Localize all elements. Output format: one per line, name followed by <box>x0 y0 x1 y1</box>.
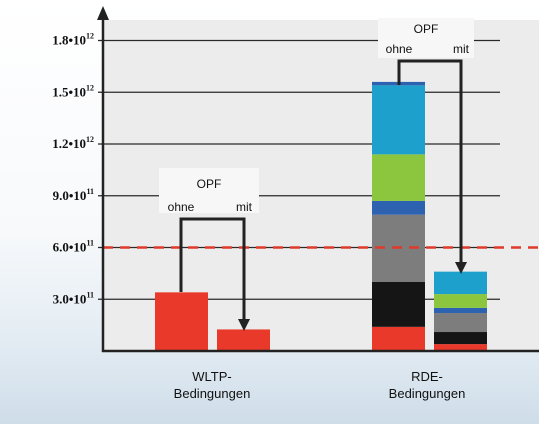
bar-segment <box>372 200 425 215</box>
bar-segment <box>434 332 487 345</box>
bar-segment <box>372 326 425 351</box>
opf-label: OPF <box>414 22 439 36</box>
bar-segment <box>434 344 487 351</box>
bar-segment <box>217 329 270 351</box>
group-label: RDE- <box>411 369 443 384</box>
opf-arrow <box>179 217 250 331</box>
opf-label: OPF <box>197 177 222 191</box>
mit-label: mit <box>236 200 253 214</box>
y-tick-label: 1.5•1012 <box>52 83 94 99</box>
ohne-label: ohne <box>168 200 195 214</box>
y-tick-label: 1.2•1012 <box>52 135 94 151</box>
opf-arrow <box>397 59 467 274</box>
group-labels: WLTP- Bedingungen RDE- Bedingungen <box>174 369 466 401</box>
y-tick-label: 9.0•1011 <box>53 187 94 203</box>
opf-label-box <box>159 168 259 213</box>
bar-segment <box>372 154 425 201</box>
y-tick-label: 3.0•1011 <box>53 290 94 306</box>
ohne-label: ohne <box>386 42 413 56</box>
bar-segment <box>372 282 425 327</box>
group-label: Bedingungen <box>174 386 251 401</box>
group-label: WLTP- <box>192 369 231 384</box>
y-tick-label: 1.8•1012 <box>52 32 94 48</box>
y-tick-labels: 3.0•1011 6.0•1011 9.0•1011 1.2•1012 1.5•1012… <box>52 32 94 307</box>
axes <box>97 6 539 353</box>
mit-label: mit <box>453 42 470 56</box>
bar-segment <box>434 294 487 308</box>
group-label: Bedingungen <box>389 386 466 401</box>
bar-segment <box>434 313 487 333</box>
y-tick-label: 6.0•1011 <box>53 239 94 255</box>
bar-segment <box>434 307 487 314</box>
y-axis-arrow <box>97 6 109 20</box>
bar-segment <box>155 292 208 351</box>
bar-segment <box>372 85 425 155</box>
opf-label-box <box>378 18 474 58</box>
bar-segment <box>434 271 487 295</box>
